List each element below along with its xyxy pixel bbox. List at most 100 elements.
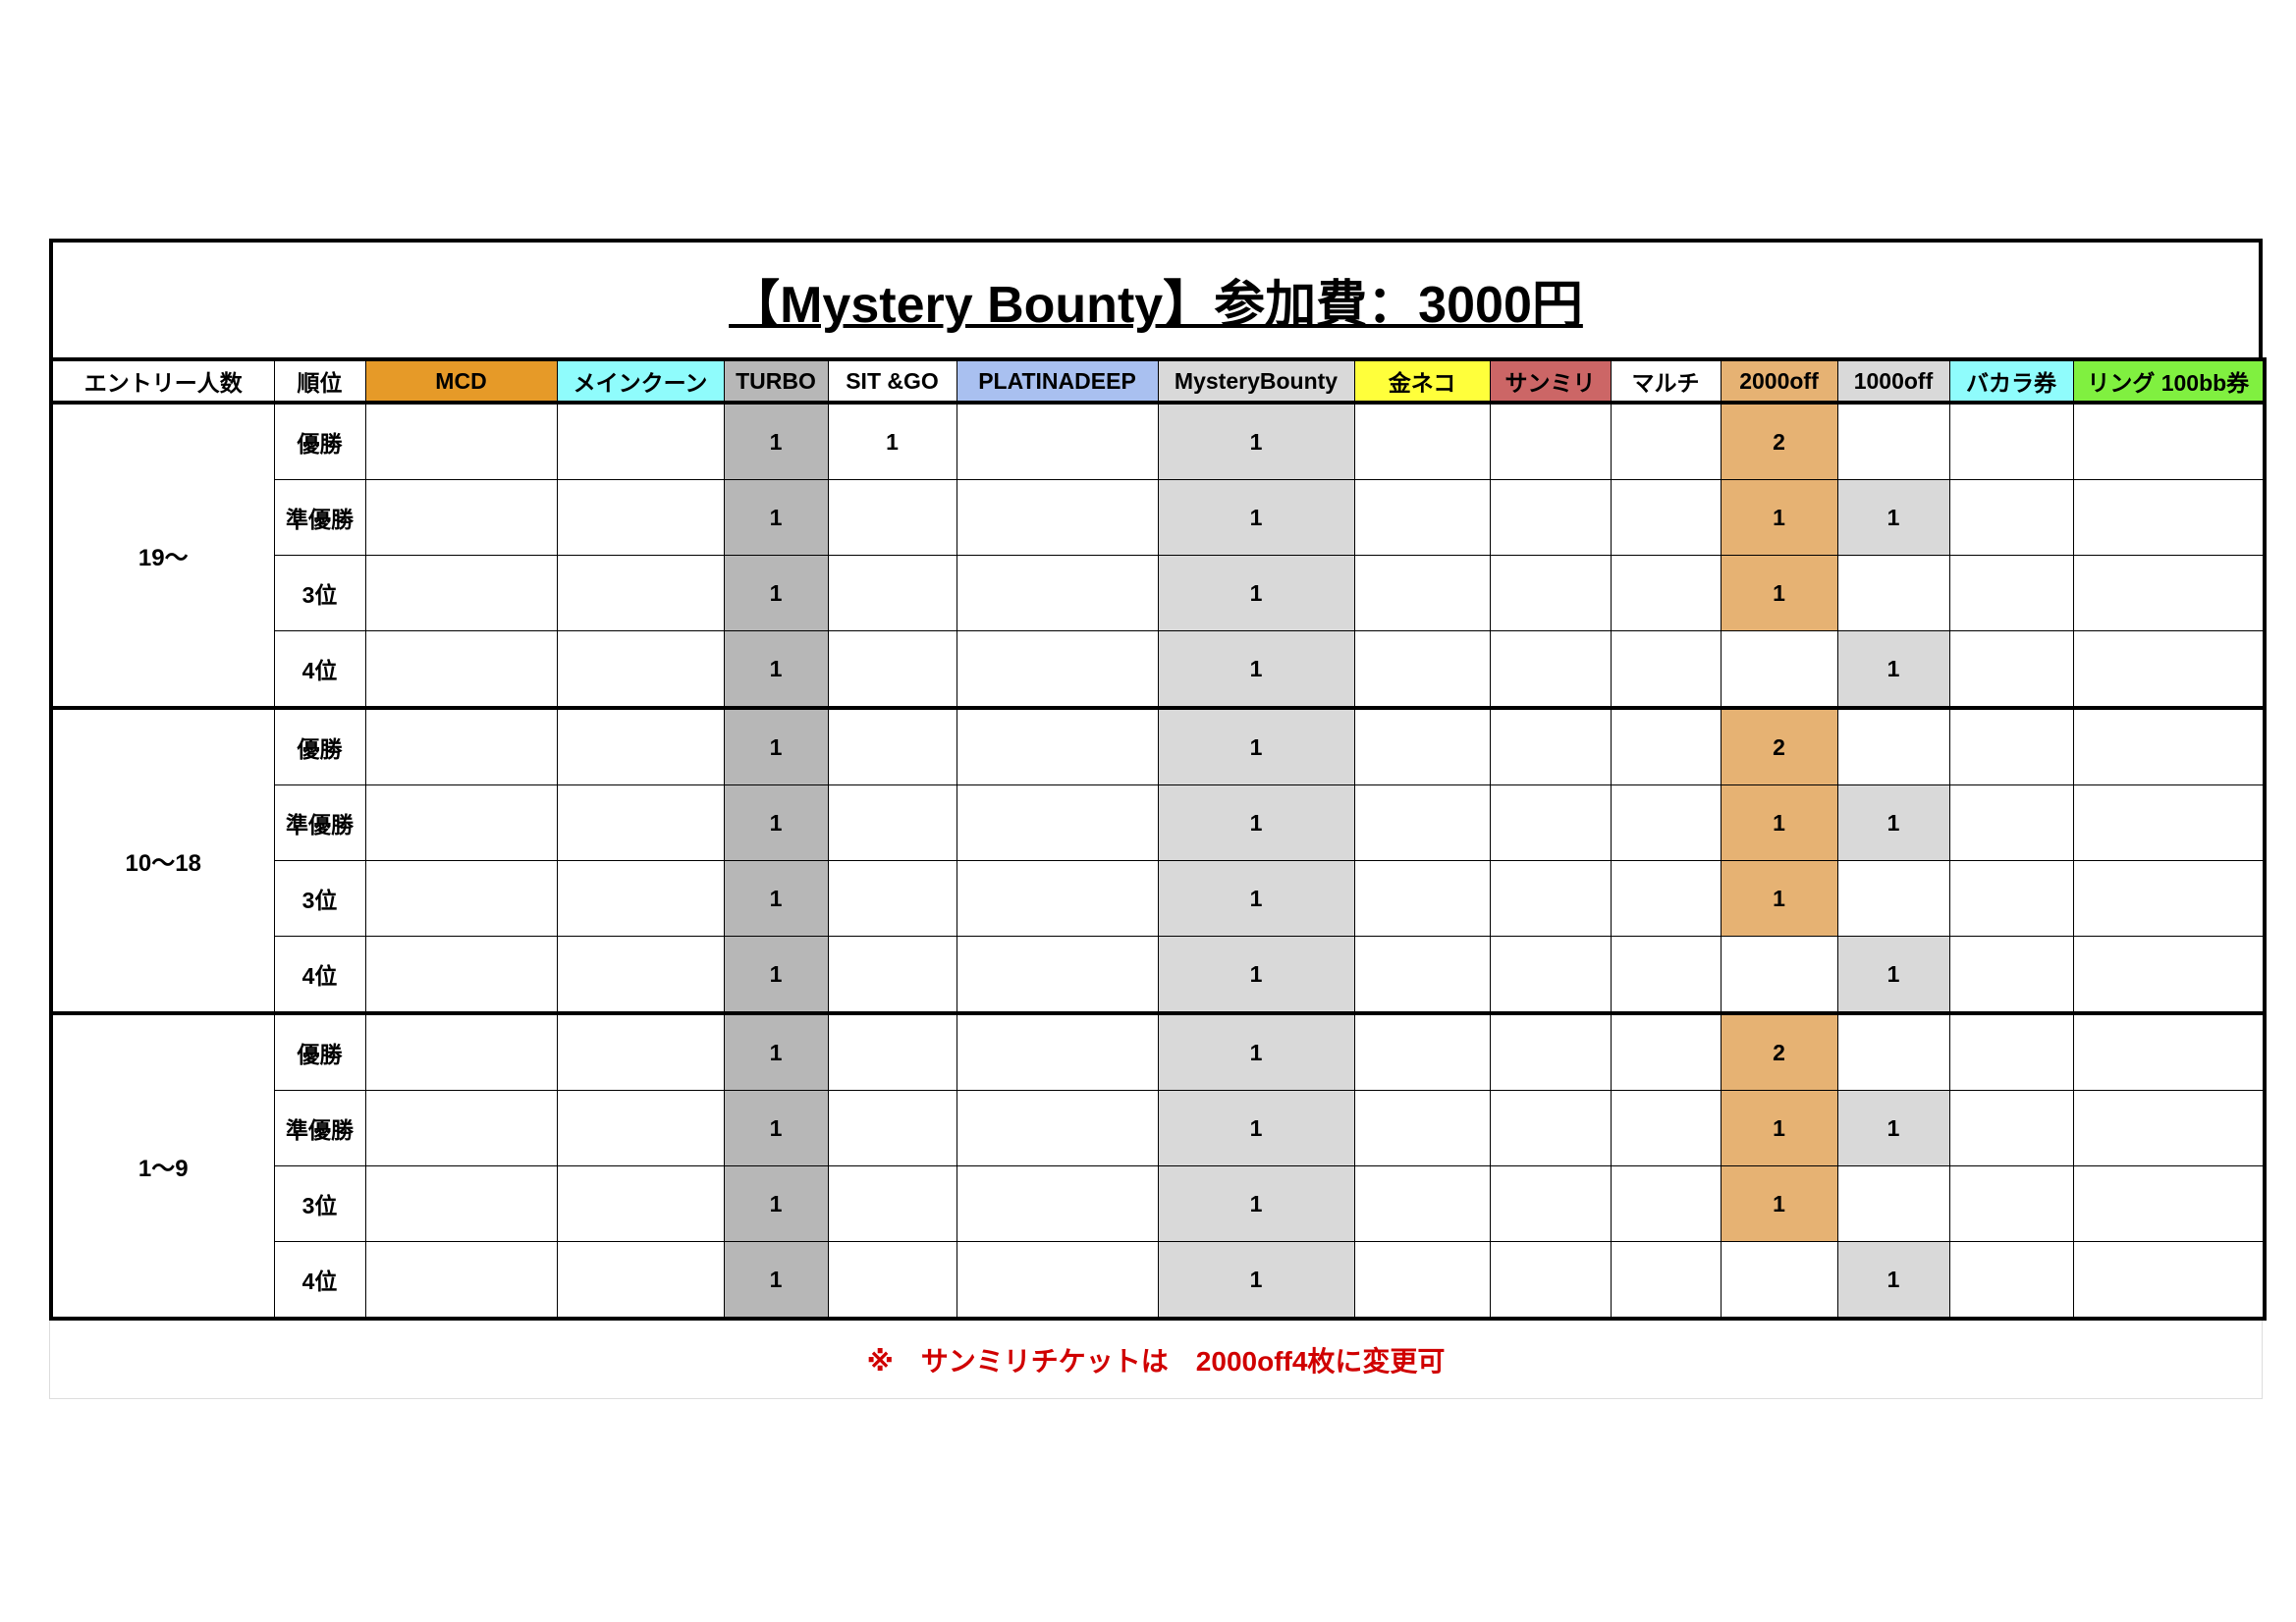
footer-note-cell: ※ サンミリチケットは 2000off4枚に変更可 <box>49 1321 2263 1399</box>
title-cell: 【Mystery Bounty】参加費：3000円 <box>49 239 2263 357</box>
prize-cell <box>1720 630 1838 709</box>
prize-cell <box>1353 401 1491 480</box>
prize-cell <box>827 555 957 631</box>
prize-cell <box>827 1165 957 1242</box>
prize-cell <box>1610 479 1722 556</box>
prize-cell: 1 <box>1157 784 1355 861</box>
rank-cell: 優勝 <box>273 1011 366 1091</box>
prize-cell <box>1610 1165 1722 1242</box>
prize-cell: 1 <box>1157 1241 1355 1320</box>
prize-cell <box>956 936 1159 1014</box>
prize-cell <box>1489 401 1612 480</box>
prize-cell <box>827 936 957 1014</box>
column-header: 1000off <box>1836 357 1950 405</box>
prize-cell <box>364 630 558 709</box>
rank-cell: 準優勝 <box>273 784 366 861</box>
header-row: エントリー人数 順位 MCD メインクーン TURBO SIT &GO PLATINADEE… <box>50 357 2266 405</box>
sheet-title: 【Mystery Bounty】参加費：3000円 <box>729 277 1583 334</box>
column-header: バカラ券 <box>1948 357 2074 405</box>
column-header: 2000off <box>1720 357 1838 405</box>
prize-cell <box>1836 1165 1950 1242</box>
column-header: 順位 <box>273 357 366 405</box>
prize-cell <box>1610 936 1722 1014</box>
prize-cell <box>827 1090 957 1166</box>
prize-cell <box>827 784 957 861</box>
prize-cell: 1 <box>723 555 829 631</box>
prize-cell <box>364 1090 558 1166</box>
prize-cell <box>1610 401 1722 480</box>
prize-cell <box>1720 936 1838 1014</box>
prize-cell: 1 <box>1836 936 1950 1014</box>
prize-cell <box>1610 860 1722 937</box>
prize-cell: 1 <box>1157 555 1355 631</box>
column-header: MysteryBounty <box>1157 357 1355 405</box>
prize-cell: 2 <box>1720 706 1838 785</box>
prize-cell <box>1353 784 1491 861</box>
prize-cell: 1 <box>827 401 957 480</box>
prize-cell <box>364 1011 558 1091</box>
prize-cell <box>556 860 725 937</box>
prize-cell: 1 <box>1836 784 1950 861</box>
prize-cell <box>827 479 957 556</box>
prize-cell <box>1489 1241 1612 1320</box>
prize-cell <box>956 479 1159 556</box>
prize-cell: 1 <box>723 1090 829 1166</box>
prize-cell <box>1353 630 1491 709</box>
rank-cell: 4位 <box>273 630 366 709</box>
prize-cell <box>827 860 957 937</box>
prize-cell: 1 <box>1836 1241 1950 1320</box>
prize-cell: 1 <box>1720 555 1838 631</box>
prize-cell <box>956 706 1159 785</box>
prize-cell <box>1353 1165 1491 1242</box>
prize-cell <box>556 401 725 480</box>
prize-cell <box>956 784 1159 861</box>
prize-cell <box>2072 630 2266 709</box>
prize-cell <box>1489 479 1612 556</box>
prize-cell: 1 <box>1720 1165 1838 1242</box>
prize-cell <box>1489 860 1612 937</box>
prize-cell <box>956 1241 1159 1320</box>
prize-cell <box>1489 1165 1612 1242</box>
prize-cell <box>364 401 558 480</box>
table-row: 準優勝 1 1 1 1 <box>51 784 2266 861</box>
table-row: 3位 1 1 1 <box>51 555 2266 631</box>
prize-cell <box>1610 784 1722 861</box>
prize-cell: 1 <box>1157 936 1355 1014</box>
prize-cell: 1 <box>1836 1090 1950 1166</box>
rank-cell: 準優勝 <box>273 479 366 556</box>
prize-cell: 1 <box>1157 860 1355 937</box>
prize-cell <box>2072 401 2266 480</box>
prize-cell <box>1948 706 2074 785</box>
prize-cell <box>1353 706 1491 785</box>
entry-count-cell: 1〜9 <box>50 1011 275 1320</box>
entry-count-cell: 10〜18 <box>50 706 275 1014</box>
prize-cell <box>1353 936 1491 1014</box>
prize-cell <box>1836 401 1950 480</box>
prize-cell <box>556 706 725 785</box>
prize-cell <box>1489 1090 1612 1166</box>
prize-cell <box>364 1241 558 1320</box>
prize-cell: 1 <box>723 860 829 937</box>
entry-count-cell: 19〜 <box>50 401 275 709</box>
prize-cell <box>556 936 725 1014</box>
rank-cell: 優勝 <box>273 706 366 785</box>
table-row: 3位 1 1 1 <box>51 860 2266 937</box>
prize-cell <box>1489 784 1612 861</box>
prize-cell: 2 <box>1720 401 1838 480</box>
prize-cell: 1 <box>723 936 829 1014</box>
column-header: PLATINADEEP <box>956 357 1159 405</box>
prize-cell <box>1610 630 1722 709</box>
prize-cell: 1 <box>1720 1090 1838 1166</box>
prize-cell: 1 <box>1157 706 1355 785</box>
prize-cell <box>1836 860 1950 937</box>
prize-cell <box>1489 630 1612 709</box>
prize-cell <box>1948 401 2074 480</box>
prize-cell <box>1836 706 1950 785</box>
rank-cell: 3位 <box>273 555 366 631</box>
prize-cell <box>556 630 725 709</box>
prize-cell <box>1948 784 2074 861</box>
prize-cell: 1 <box>723 401 829 480</box>
prize-cell <box>364 784 558 861</box>
prize-cell <box>1948 936 2074 1014</box>
prize-cell <box>1353 1241 1491 1320</box>
